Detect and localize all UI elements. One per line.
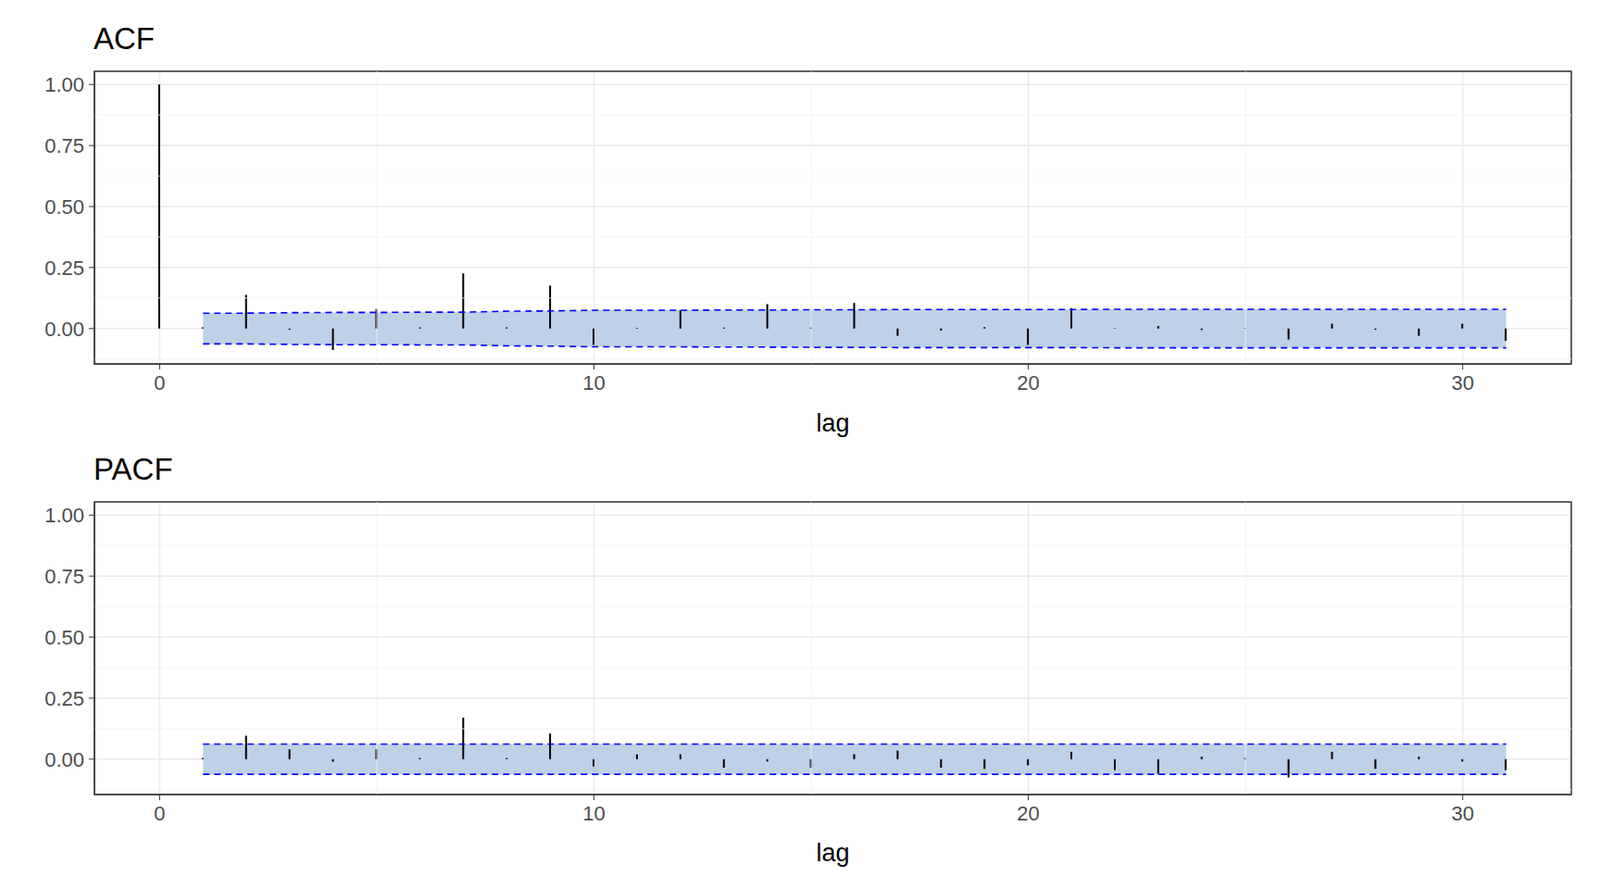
html-text:ACF: ACF [93,21,155,56]
svg-text:lag: lag [815,838,850,867]
svg-text:20: 20 [1016,801,1039,825]
svg-text:30: 30 [1450,371,1474,395]
svg-text:0.00: 0.00 [44,748,85,772]
html-text:PACF: PACF [93,451,173,487]
svg-text:0.50: 0.50 [44,195,85,219]
svg-text:0.75: 0.75 [44,134,85,158]
svg-text:20: 20 [1016,371,1039,395]
svg-text:30: 30 [1450,801,1474,825]
svg-text:0.75: 0.75 [44,564,85,588]
svg-text:0.25: 0.25 [44,256,85,280]
svg-text:1.00: 1.00 [44,73,85,97]
svg-text:1.00: 1.00 [44,503,85,527]
svg-text:10: 10 [582,371,605,395]
svg-text:10: 10 [582,801,605,825]
svg-text:lag: lag [815,409,850,438]
svg-text:0: 0 [153,371,165,395]
svg-text:0.00: 0.00 [44,317,85,341]
svg-text:0: 0 [153,801,165,825]
svg-text:0.25: 0.25 [44,687,85,711]
svg-text:0.50: 0.50 [44,625,85,650]
